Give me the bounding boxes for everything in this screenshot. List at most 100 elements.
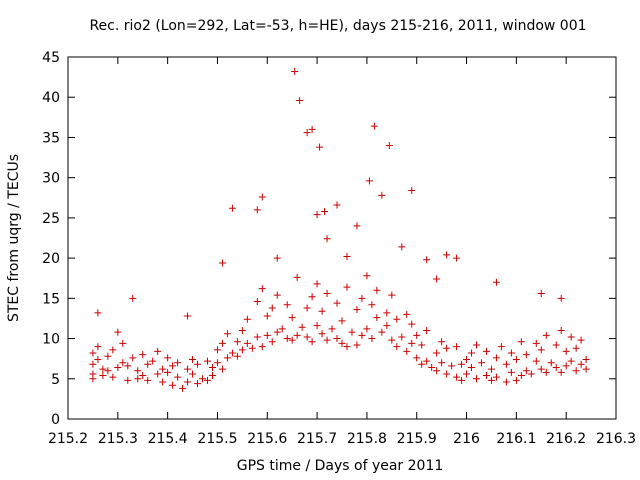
- data-point: [129, 354, 137, 362]
- y-axis-label: STEC from uqrg / TECUs: [6, 154, 22, 322]
- data-point: [522, 351, 530, 359]
- data-point: [517, 338, 525, 346]
- data-point: [403, 347, 411, 355]
- data-point: [333, 335, 341, 343]
- data-point: [482, 347, 490, 355]
- data-point: [184, 378, 192, 386]
- data-point: [378, 328, 386, 336]
- data-point: [253, 206, 261, 214]
- data-point: [413, 354, 421, 362]
- data-point: [353, 341, 361, 349]
- data-point: [194, 360, 202, 368]
- data-point: [228, 204, 236, 212]
- data-point: [477, 359, 485, 367]
- data-point: [144, 376, 152, 384]
- data-point: [428, 364, 436, 372]
- data-point: [443, 344, 451, 352]
- data-point: [169, 381, 177, 389]
- data-point: [527, 370, 535, 378]
- data-point: [288, 314, 296, 322]
- data-point: [542, 368, 550, 376]
- data-point: [283, 335, 291, 343]
- data-point: [179, 384, 187, 392]
- data-point: [358, 331, 366, 339]
- data-point: [507, 368, 515, 376]
- data-point: [233, 338, 241, 346]
- data-point: [184, 365, 192, 373]
- data-point: [582, 355, 590, 363]
- data-point: [388, 336, 396, 344]
- data-point: [268, 304, 276, 312]
- x-tick-label: 215.2: [48, 431, 88, 447]
- x-tick-label: 215.7: [297, 431, 337, 447]
- data-point: [393, 315, 401, 323]
- data-point: [373, 314, 381, 322]
- y-tick-label: 10: [42, 332, 60, 348]
- data-point: [253, 298, 261, 306]
- data-point: [567, 333, 575, 341]
- data-point: [482, 372, 490, 380]
- data-point: [433, 349, 441, 357]
- y-axis: 0 5 10 15 20 25 30 35 40 45: [42, 50, 616, 428]
- data-point: [228, 349, 236, 357]
- data-point: [291, 67, 299, 75]
- x-tick-label: 215.3: [98, 431, 138, 447]
- data-point: [453, 343, 461, 351]
- data-point: [353, 222, 361, 230]
- data-point: [398, 333, 406, 341]
- data-point: [547, 359, 555, 367]
- data-point: [408, 339, 416, 347]
- data-point: [577, 360, 585, 368]
- data-point: [433, 367, 441, 375]
- data-point: [218, 259, 226, 267]
- data-point: [139, 351, 147, 359]
- data-point: [124, 362, 132, 370]
- data-point: [258, 285, 266, 293]
- data-point: [308, 338, 316, 346]
- x-tick-label: 216.2: [546, 431, 586, 447]
- data-point: [129, 294, 137, 302]
- x-tick-label: 215.5: [197, 431, 237, 447]
- data-point: [208, 372, 216, 380]
- data-point: [502, 360, 510, 368]
- data-point: [492, 373, 500, 381]
- data-point: [203, 376, 211, 384]
- data-point: [423, 357, 431, 365]
- data-point: [233, 352, 241, 360]
- data-point: [303, 304, 311, 312]
- data-point: [189, 355, 197, 363]
- x-axis: 215.2 215.3 215.4 215.5 215.6 215.7 215.8 215.9…: [48, 57, 636, 447]
- data-point: [203, 357, 211, 365]
- data-point: [159, 378, 167, 386]
- data-point: [189, 370, 197, 378]
- y-tick-label: 35: [42, 130, 60, 146]
- data-point: [124, 376, 132, 384]
- data-point: [89, 360, 97, 368]
- data-point: [517, 372, 525, 380]
- data-point: [213, 346, 221, 354]
- y-tick-label: 0: [51, 412, 60, 428]
- data-point: [154, 370, 162, 378]
- data-point: [104, 367, 112, 375]
- data-point: [218, 339, 226, 347]
- y-tick-label: 40: [42, 90, 60, 106]
- data-point: [443, 370, 451, 378]
- data-point: [368, 335, 376, 343]
- data-point: [184, 312, 192, 320]
- data-point: [323, 235, 331, 243]
- data-point: [333, 299, 341, 307]
- data-point: [358, 294, 366, 302]
- data-point: [174, 359, 182, 367]
- data-point: [348, 328, 356, 336]
- data-point: [458, 360, 466, 368]
- data-point: [373, 286, 381, 294]
- data-point: [268, 338, 276, 346]
- data-point: [448, 362, 456, 370]
- data-point: [473, 341, 481, 349]
- data-point: [572, 344, 580, 352]
- data-point: [423, 256, 431, 264]
- data-point: [418, 360, 426, 368]
- data-point: [94, 355, 102, 363]
- data-point: [323, 290, 331, 298]
